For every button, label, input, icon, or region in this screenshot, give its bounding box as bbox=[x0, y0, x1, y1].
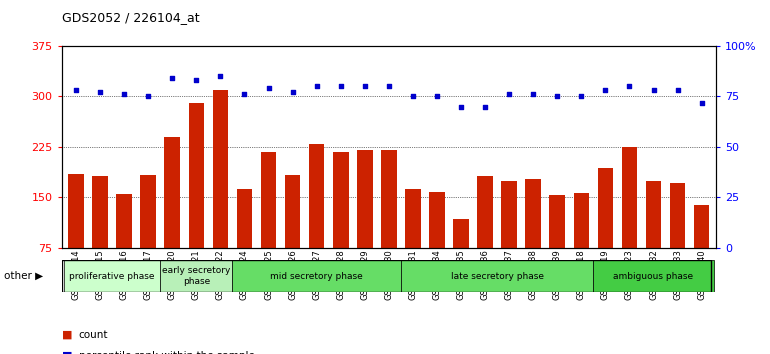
Bar bbox=[92, 176, 108, 248]
Text: percentile rank within the sample: percentile rank within the sample bbox=[79, 351, 254, 354]
Point bbox=[166, 75, 179, 81]
Bar bbox=[477, 176, 493, 248]
Bar bbox=[646, 181, 661, 248]
Text: ambiguous phase: ambiguous phase bbox=[614, 272, 694, 281]
Point bbox=[599, 87, 611, 93]
Point bbox=[383, 84, 395, 89]
Bar bbox=[213, 90, 228, 248]
Bar bbox=[160, 260, 233, 292]
Point bbox=[455, 104, 467, 109]
Point bbox=[142, 93, 154, 99]
Bar bbox=[357, 150, 373, 248]
Bar bbox=[574, 193, 589, 248]
Point bbox=[575, 93, 588, 99]
Text: ■: ■ bbox=[62, 351, 72, 354]
Bar bbox=[550, 195, 565, 248]
Bar bbox=[64, 260, 160, 292]
Text: GDS2052 / 226104_at: GDS2052 / 226104_at bbox=[62, 11, 199, 24]
Bar bbox=[381, 150, 397, 248]
Point bbox=[648, 87, 660, 93]
Bar bbox=[694, 205, 709, 248]
Bar bbox=[233, 260, 401, 292]
Bar bbox=[621, 147, 638, 248]
Text: proliferative phase: proliferative phase bbox=[69, 272, 155, 281]
Point bbox=[118, 92, 130, 97]
Bar bbox=[333, 152, 349, 248]
Point bbox=[551, 93, 564, 99]
Point bbox=[286, 90, 299, 95]
Point bbox=[238, 92, 250, 97]
Point bbox=[310, 84, 323, 89]
Point bbox=[503, 92, 515, 97]
Point bbox=[94, 90, 106, 95]
Bar bbox=[236, 189, 253, 248]
Point bbox=[70, 87, 82, 93]
Bar bbox=[525, 178, 541, 248]
Bar bbox=[594, 260, 714, 292]
Point bbox=[695, 100, 708, 105]
Point bbox=[479, 104, 491, 109]
Point bbox=[527, 92, 539, 97]
Point bbox=[623, 84, 635, 89]
Text: other ▶: other ▶ bbox=[4, 271, 43, 281]
Text: late secretory phase: late secretory phase bbox=[450, 272, 544, 281]
Point bbox=[334, 84, 346, 89]
Text: mid secretory phase: mid secretory phase bbox=[270, 272, 363, 281]
Bar bbox=[501, 181, 517, 248]
Bar bbox=[189, 103, 204, 248]
Point bbox=[407, 93, 419, 99]
Bar bbox=[454, 219, 469, 248]
Point bbox=[671, 87, 684, 93]
Bar bbox=[165, 137, 180, 248]
Bar bbox=[261, 152, 276, 248]
Point bbox=[263, 86, 275, 91]
Point bbox=[359, 84, 371, 89]
Bar bbox=[429, 192, 445, 248]
Bar bbox=[405, 189, 420, 248]
Point bbox=[214, 73, 226, 79]
Text: early secretory
phase: early secretory phase bbox=[162, 267, 230, 286]
Bar bbox=[598, 169, 613, 248]
Bar bbox=[309, 143, 324, 248]
Text: ■: ■ bbox=[62, 330, 72, 340]
Point bbox=[430, 93, 443, 99]
Bar bbox=[140, 175, 156, 248]
Bar bbox=[670, 183, 685, 248]
Text: count: count bbox=[79, 330, 108, 340]
Bar bbox=[69, 174, 84, 248]
Bar bbox=[401, 260, 594, 292]
Point bbox=[190, 78, 203, 83]
Bar bbox=[116, 194, 132, 248]
Bar bbox=[285, 175, 300, 248]
